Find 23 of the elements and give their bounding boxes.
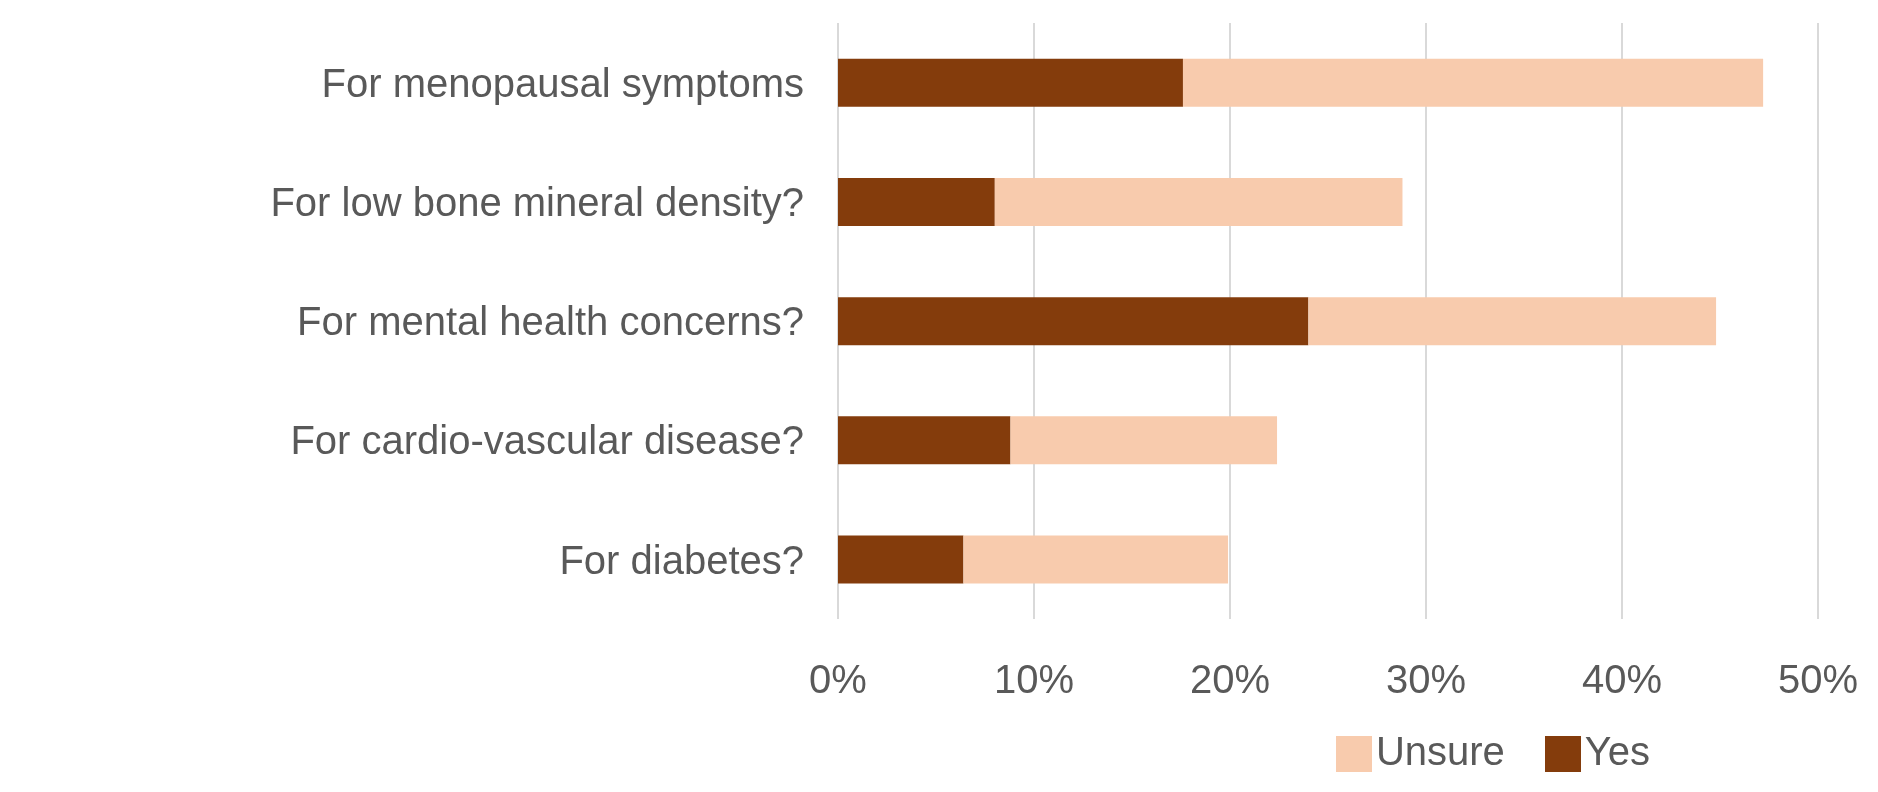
legend-label: Yes: [1584, 729, 1651, 773]
x-tick-label: 30%: [1385, 657, 1467, 702]
bar: [838, 177, 995, 226]
x-tick-label: 20%: [1189, 657, 1271, 702]
x-tick-label: 10%: [993, 657, 1075, 702]
y-tick-label: For mental health concerns?: [297, 299, 804, 344]
x-tick-label: 50%: [1777, 657, 1859, 702]
bar: [838, 58, 1183, 107]
bar: [963, 535, 1229, 584]
y-tick-label: For cardio-vascular disease?: [290, 418, 804, 463]
bar: [838, 297, 1309, 346]
legend-label: Unsure: [1375, 729, 1505, 773]
y-tick-label: For low bone mineral density?: [270, 180, 804, 224]
y-tick-label: For diabetes?: [559, 537, 804, 582]
x-tick-label: 0%: [809, 657, 867, 702]
y-tick-label: For menopausal symptoms: [321, 60, 804, 105]
x-tick-label: 40%: [1581, 657, 1663, 702]
bar: [838, 535, 964, 584]
bar: [1182, 58, 1764, 107]
bar: [838, 416, 1011, 465]
bar: [994, 177, 1403, 226]
bar: [1308, 297, 1717, 346]
bar: [1010, 416, 1278, 465]
